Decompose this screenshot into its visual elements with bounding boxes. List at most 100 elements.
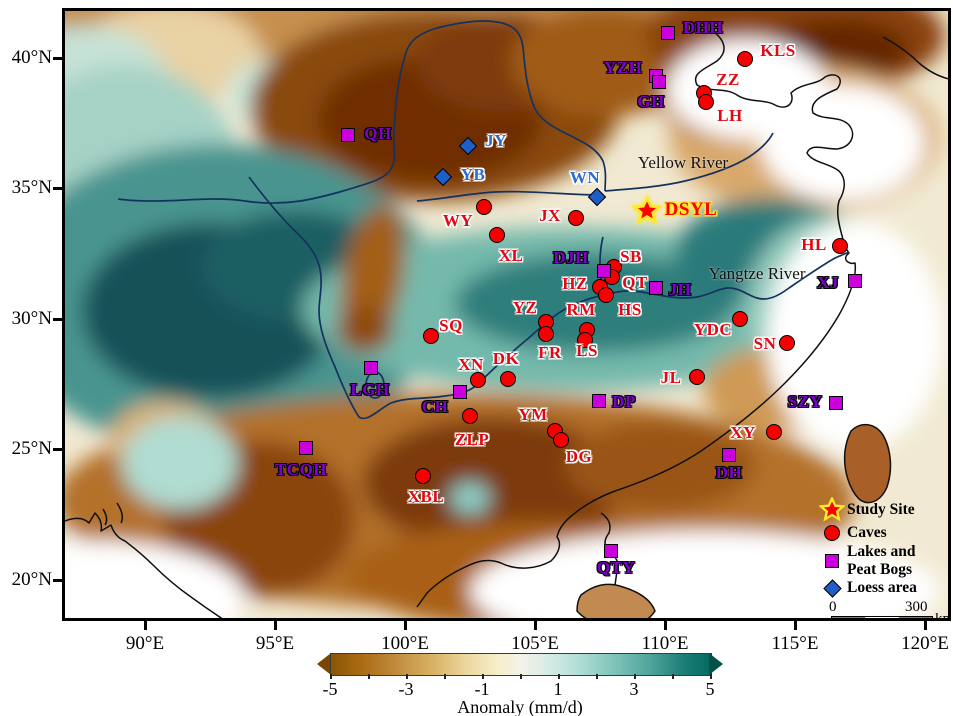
loess-diamond-icon xyxy=(817,579,847,598)
site-label-jx: JX xyxy=(539,206,561,225)
scale-bar: 0 300 km xyxy=(817,599,948,621)
cave-marker-dg xyxy=(553,432,569,448)
colorbar-tick-label: 5 xyxy=(705,679,715,699)
lat-tick-label: 40°N xyxy=(11,47,52,68)
cave-marker-sq xyxy=(423,328,439,344)
site-label-lgh: LGH xyxy=(350,380,390,399)
cave-marker-zlp xyxy=(462,408,478,424)
legend-row-study-site: Study Site xyxy=(817,497,948,523)
site-label-dh: DH xyxy=(715,463,743,482)
site-label-lh: LH xyxy=(717,106,743,125)
colorbar-tick-label: -5 xyxy=(322,679,338,699)
lake-marker-xj xyxy=(848,274,862,288)
cave-marker-jx xyxy=(568,210,584,226)
scale-unit: km xyxy=(935,611,948,621)
site-label-hz: HZ xyxy=(562,274,588,293)
site-label-wn: WN xyxy=(569,168,601,187)
lon-tick-mark xyxy=(924,618,927,630)
site-label-rm: RM xyxy=(566,300,596,319)
colorbar-tick-label: 3 xyxy=(629,679,639,699)
site-label-ch: CH xyxy=(421,397,449,416)
river-label-yangtze-river: Yangtze River xyxy=(708,264,806,283)
site-label-gh: GH xyxy=(637,92,665,111)
site-label-yzh: YZH xyxy=(603,58,643,77)
lake-marker-dp xyxy=(592,394,606,408)
colorbar-gradient xyxy=(330,653,712,676)
lon-tick-mark xyxy=(534,618,537,630)
legend-label-lakes-line1: Lakes and xyxy=(847,542,916,560)
lake-marker-tcqh xyxy=(299,441,313,455)
colorbar-tick-mark xyxy=(444,674,446,679)
lake-marker-dhh xyxy=(661,26,675,40)
cave-marker-xn xyxy=(470,372,486,388)
lake-marker-ch xyxy=(453,385,467,399)
anomaly-field-background xyxy=(65,11,948,618)
site-label-qty: QTY xyxy=(596,558,636,577)
lake-marker-djh xyxy=(597,264,611,278)
cave-marker-xbl xyxy=(415,468,431,484)
site-label-dsyl: DSYL xyxy=(664,199,718,220)
site-label-sn: SN xyxy=(753,334,777,353)
site-label-xbl: XBL xyxy=(407,487,445,506)
taiwan-island xyxy=(843,423,892,504)
cave-marker-dk xyxy=(500,371,516,387)
colorbar-tick-mark xyxy=(710,674,712,679)
lake-square-icon xyxy=(817,553,847,568)
lon-tick-mark xyxy=(664,618,667,630)
site-label-szy: SZY xyxy=(787,392,823,411)
legend-row-lakes: Lakes and Peat Bogs xyxy=(817,542,948,579)
cave-marker-ydc xyxy=(732,311,748,327)
lat-tick-mark xyxy=(53,579,63,582)
rivers xyxy=(117,20,850,420)
lon-tick-label: 110°E xyxy=(641,633,689,654)
cave-marker-hs xyxy=(598,287,614,303)
site-label-xy: XY xyxy=(730,423,756,442)
site-label-jh: JH xyxy=(668,280,692,299)
site-label-wy: WY xyxy=(442,211,474,230)
legend-row-caves: Caves xyxy=(817,524,948,542)
site-label-qt: QT xyxy=(622,273,648,292)
cave-marker-hl xyxy=(832,238,848,254)
site-label-yb: YB xyxy=(460,165,486,184)
lon-tick-label: 105°E xyxy=(511,633,559,654)
lake-marker-qty xyxy=(604,544,618,558)
site-label-xl: XL xyxy=(498,246,524,265)
cave-circle-icon xyxy=(817,524,847,541)
lat-tick-label: 20°N xyxy=(11,569,52,590)
colorbar-tick-label: -3 xyxy=(398,679,414,699)
lat-tick-label: 35°N xyxy=(11,177,52,198)
colorbar-tick-mark xyxy=(368,674,370,679)
colorbar-left-arrow xyxy=(317,653,331,675)
colorbar-tick-mark xyxy=(634,674,636,679)
legend-label-lakes-line2: Peat Bogs xyxy=(847,560,913,578)
lon-tick-label: 95°E xyxy=(255,633,295,654)
colorbar-tick-label: -1 xyxy=(474,679,490,699)
site-label-hl: HL xyxy=(801,235,827,254)
colorbar-tick-mark xyxy=(558,674,560,679)
site-label-fr: FR xyxy=(538,343,562,362)
colorbar-tick-mark xyxy=(406,674,408,679)
legend-label-loess: Loess area xyxy=(847,579,917,597)
cave-marker-xy xyxy=(766,424,782,440)
site-label-jl: JL xyxy=(660,368,682,387)
colorbar-tick-mark xyxy=(482,674,484,679)
lat-tick-mark xyxy=(53,318,63,321)
hainan-island xyxy=(576,583,656,618)
lat-tick-label: 30°N xyxy=(11,308,52,329)
scale-bar-segments xyxy=(831,616,933,618)
legend-row-loess: Loess area xyxy=(817,579,948,598)
cave-marker-fr xyxy=(538,326,554,342)
lake-marker-gh xyxy=(652,75,666,89)
cave-marker-lh xyxy=(698,94,714,110)
cave-marker-wy xyxy=(476,199,492,215)
site-label-dg: DG xyxy=(565,447,593,466)
site-label-yz: YZ xyxy=(512,298,538,317)
site-label-qh: QH xyxy=(364,124,392,143)
site-label-xj: XJ xyxy=(817,273,839,292)
colorbar-title: Anomaly (mm/d) xyxy=(457,697,583,716)
site-label-ydc: YDC xyxy=(693,320,733,339)
lake-marker-dh xyxy=(722,448,736,462)
lat-tick-mark xyxy=(53,187,63,190)
cave-marker-kls xyxy=(737,51,753,67)
lon-tick-mark xyxy=(144,618,147,630)
